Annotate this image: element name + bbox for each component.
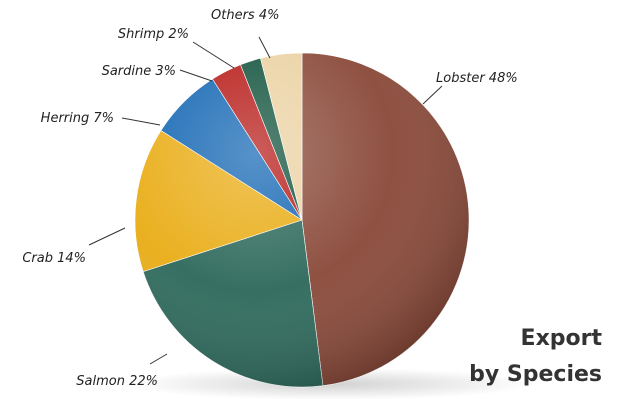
- slice-label-crab: Crab 14%: [22, 251, 86, 266]
- pie-gloss: [135, 53, 469, 387]
- leader-line-others: [258, 36, 271, 59]
- chart-title-line-2: by Species: [469, 362, 602, 387]
- slice-label-lobster: Lobster 48%: [436, 71, 518, 86]
- leader-line-lobster: [422, 85, 443, 105]
- leader-line-salmon: [149, 353, 168, 365]
- leader-line-shrimp: [192, 41, 235, 69]
- slice-label-shrimp: Shrimp 2%: [118, 27, 189, 42]
- slice-labels: Lobster 48% Salmon 22% Crab 14% Herring 7% S…: [22, 8, 517, 389]
- leader-line-crab: [88, 227, 126, 246]
- leader-line-herring: [121, 117, 161, 126]
- slice-label-herring: Herring 7%: [41, 111, 114, 126]
- slice-label-others: Others 4%: [211, 8, 279, 23]
- leader-line-sardine: [179, 69, 213, 82]
- chart-title-line-1: Export: [521, 326, 603, 351]
- slice-label-sardine: Sardine 3%: [102, 64, 176, 79]
- leader-lines: [88, 36, 443, 365]
- slice-label-salmon: Salmon 22%: [76, 374, 158, 389]
